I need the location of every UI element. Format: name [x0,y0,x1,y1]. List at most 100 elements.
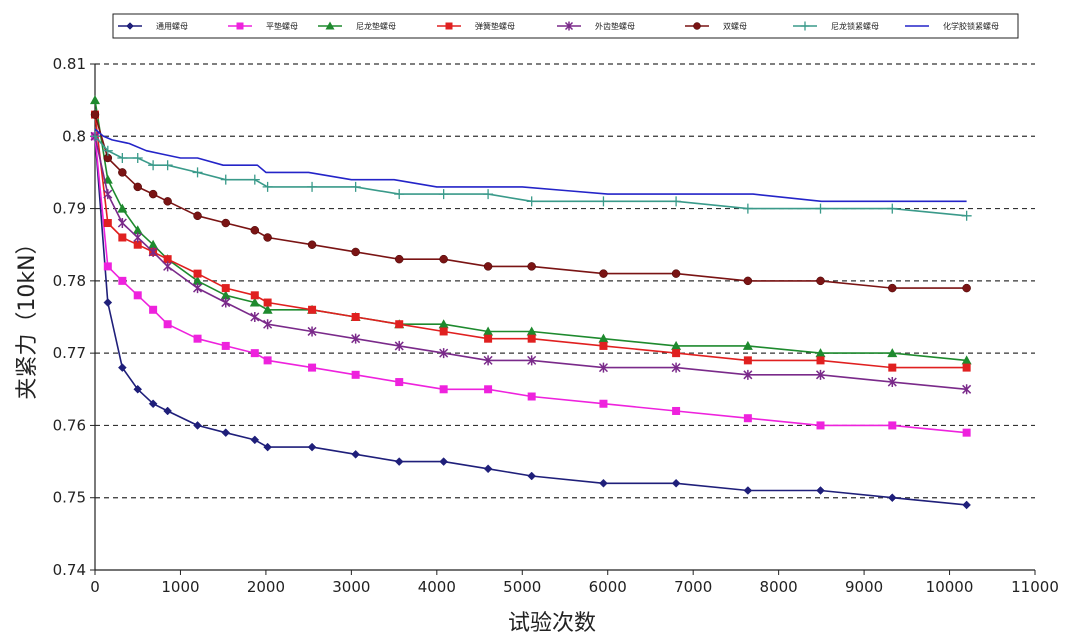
legend-item-6: 双螺母 [685,21,747,31]
series-5-point-15 [527,355,537,366]
legend-item-8: 化学胶锁紧螺母 [905,21,999,31]
series-7-point-3 [132,152,143,163]
series-7-point-10 [307,181,318,192]
series-5-point-16 [598,362,608,373]
series-3-point-0 [90,95,100,105]
series-7-point-16 [598,196,609,207]
series-6-point-3 [133,182,142,192]
series-7-point-6 [192,167,203,178]
series-7-point-2 [117,152,128,163]
x-tick-label-5: 5000 [503,578,541,596]
series-2-point-7 [221,341,230,350]
series-7-point-1 [102,145,113,156]
x-tick-label-10: 10000 [926,578,974,596]
series-5-point-10 [307,326,317,337]
series-5-point-11 [351,333,361,344]
series-1 [90,131,971,510]
series-1-line [94,136,967,506]
series-4-point-16 [599,341,608,350]
series-4-point-2 [118,233,127,242]
series-2-point-3 [133,291,142,300]
series-3-point-17 [671,340,682,350]
legend-label-2: 平垫螺母 [266,21,298,31]
series-3-point-18 [742,340,753,350]
x-tick-label-9: 9000 [845,578,883,596]
series-8-line [94,128,967,203]
series-3-point-9 [262,304,273,314]
series-4-point-8 [250,291,259,300]
series-3-point-4 [148,239,159,249]
series-1-point-20 [887,493,897,503]
series-7-point-20 [887,203,898,214]
series-5-point-12 [394,340,404,351]
series-4-point-6 [193,269,202,278]
series-5-point-20 [887,377,897,388]
legend-item-2: 平垫螺母 [228,21,298,31]
series-2-point-9 [263,356,272,365]
series-6-point-12 [394,254,404,264]
gridlines [95,63,1035,499]
y-tick-label-4: 0.78 [53,272,86,290]
series-4-point-5 [163,255,172,264]
series-6-point-18 [743,276,753,286]
series-5-point-13 [439,348,449,359]
series-1-point-8 [250,435,260,445]
y-tick-label-0: 0.74 [53,561,86,579]
series-3-point-13 [438,319,449,329]
legend-label-1: 通用螺母 [156,21,188,31]
series-4-point-10 [308,305,317,314]
x-tick-label-1: 1000 [161,578,199,596]
series-7-point-4 [148,160,159,171]
y-tick-label-1: 0.75 [53,489,86,507]
y-tick-label-5: 0.79 [53,200,86,218]
series-7-point-17 [671,196,682,207]
series-7-point-0 [90,131,100,142]
series-4-point-7 [221,284,230,293]
series-6-point-21 [962,283,971,293]
series-4-point-11 [351,313,360,321]
series-3-point-15 [526,326,537,336]
series-1-point-13 [439,457,449,466]
series-3-point-3 [132,225,143,235]
series-6-point-0 [90,110,100,119]
series-5 [90,131,972,395]
series-7 [90,131,972,221]
series-2-point-18 [743,414,752,423]
series-layer [90,95,972,510]
series-2-point-6 [193,334,202,343]
series-6-point-2 [118,168,127,177]
legend-marker-4 [445,22,453,30]
series-4-point-1 [103,219,112,228]
series-5-point-7 [221,297,231,308]
series-1-point-17 [671,478,681,488]
series-3-point-7 [220,290,231,300]
series-6-point-11 [351,247,360,257]
series-1-point-3 [133,384,143,394]
legend-marker-1 [126,22,134,30]
legend-label-5: 外齿垫螺母 [595,21,635,31]
series-7-point-12 [394,189,405,200]
series-2-point-21 [962,428,971,437]
series-3-point-20 [887,348,898,358]
series-2-point-20 [888,421,897,430]
series-1-point-1 [103,298,113,307]
series-2-point-8 [250,349,259,358]
series-1-point-2 [117,363,127,372]
legend-label-6: 双螺母 [723,21,747,31]
series-6-point-7 [221,218,230,228]
legend-label-8: 化学胶锁紧螺母 [943,21,999,31]
series-2-point-1 [103,262,112,271]
series-5-point-9 [263,319,273,330]
legend-label-3: 尼龙垫螺母 [356,21,396,31]
legend-marker-5 [564,21,574,31]
series-4-point-12 [395,320,404,329]
series-5-point-17 [671,362,681,373]
x-tick-label-7: 7000 [674,578,712,596]
series-1-point-7 [221,428,231,438]
series-1-point-14 [483,464,493,474]
series-8 [94,128,967,203]
series-7-point-19 [815,203,826,214]
series-6-point-9 [263,233,272,242]
